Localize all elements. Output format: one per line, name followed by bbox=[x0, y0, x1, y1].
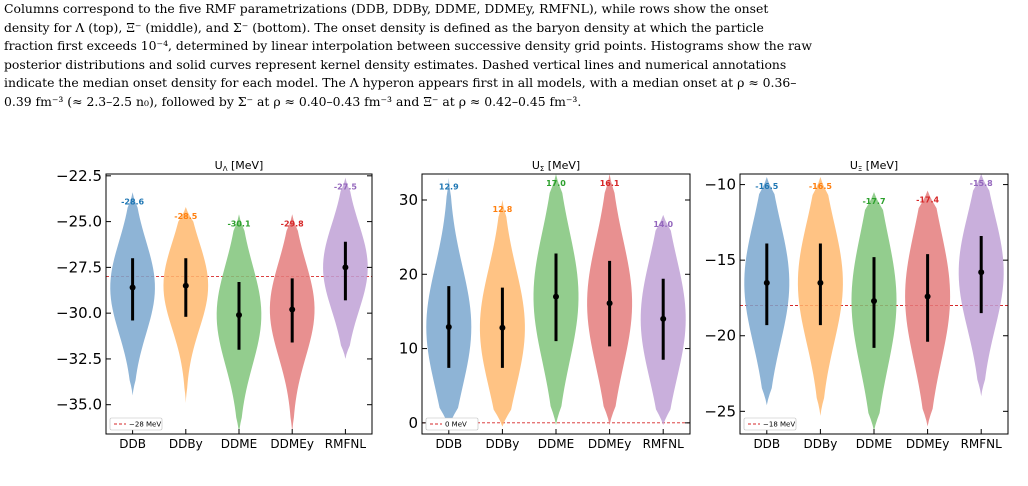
chart-title-subscript: Σ bbox=[540, 165, 544, 173]
median-label-ddb: -28.6 bbox=[121, 197, 144, 206]
y-tick-label: 10 bbox=[399, 340, 418, 358]
x-tick-label: DDME bbox=[856, 437, 892, 451]
median-point-ddmey bbox=[289, 306, 296, 313]
x-tick-label: DDME bbox=[221, 437, 257, 451]
median-label-ddmey: -29.8 bbox=[281, 219, 304, 228]
legend-label: −28 MeV bbox=[129, 421, 161, 429]
median-label-ddby: 12.8 bbox=[493, 205, 513, 214]
median-point-ddme bbox=[236, 311, 242, 318]
median-point-rmfnl bbox=[342, 264, 349, 271]
chart-title: UΛ [MeV] bbox=[215, 159, 264, 173]
median-point-ddb bbox=[445, 324, 452, 331]
median-point-ddby bbox=[817, 279, 824, 286]
chart-title-main: U bbox=[532, 159, 540, 172]
caption-line-4: posterior distributions and solid curves… bbox=[4, 56, 787, 72]
caption-line-1: Columns correspond to the five RMF param… bbox=[4, 1, 769, 16]
chart-title-subscript: Λ bbox=[223, 165, 228, 173]
legend-box bbox=[743, 417, 797, 431]
figure-caption: Columns correspond to the five RMF param… bbox=[4, 0, 1022, 112]
legend-label: 0 MeV bbox=[445, 421, 467, 429]
chart-title-main: U bbox=[215, 159, 223, 172]
x-tick-label: DDBy bbox=[169, 437, 203, 451]
caption-line-5: indicate the median onset density for ea… bbox=[4, 75, 797, 91]
median-label-ddmey: -17.4 bbox=[916, 196, 939, 205]
y-tick-label: −25 bbox=[704, 402, 736, 420]
y-tick-label: −30.0 bbox=[56, 304, 102, 322]
chart-title-unit: [MeV] bbox=[862, 159, 898, 172]
median-label-ddme: -30.1 bbox=[227, 219, 250, 228]
median-label-ddmey: 16.1 bbox=[600, 179, 620, 188]
median-point-ddby bbox=[499, 324, 506, 331]
y-tick-label: −32.5 bbox=[56, 350, 102, 368]
x-tick-label: DDMEy bbox=[906, 437, 950, 451]
x-tick-label: RMFNL bbox=[961, 437, 1003, 451]
legend-box bbox=[109, 417, 163, 431]
chart-title: UΞ [MeV] bbox=[850, 159, 898, 173]
median-point-rmfnl bbox=[660, 315, 667, 322]
x-tick-label: DDB bbox=[119, 437, 146, 451]
y-tick-label: −25.0 bbox=[56, 213, 102, 231]
violin-panel-xi: UΞ [MeV] -16.5 -16.5 -17.7 -17.4 -15.8 −25 −20 −… bbox=[688, 152, 1026, 472]
chart-title-unit: [MeV] bbox=[227, 159, 263, 172]
chart-title-main: U bbox=[850, 159, 858, 172]
median-label-rmfnl: -15.8 bbox=[970, 179, 993, 188]
legend-box bbox=[425, 417, 479, 431]
y-tick-label: 30 bbox=[399, 191, 418, 209]
median-point-ddmey bbox=[606, 300, 613, 307]
median-label-ddme: 17.0 bbox=[546, 179, 566, 188]
median-label-ddby: -16.5 bbox=[809, 182, 832, 191]
x-tick-label: DDBy bbox=[485, 437, 519, 451]
median-point-ddme bbox=[871, 297, 877, 304]
median-label-ddb: -16.5 bbox=[755, 182, 778, 191]
x-tick-label: DDMEy bbox=[588, 437, 632, 451]
violin-panel-sigma: UΣ [MeV] 12.9 12.8 17.0 16.1 14.0 0 10 20 30 DDB DD… bbox=[370, 152, 708, 472]
median-label-rmfnl: -27.5 bbox=[334, 183, 357, 192]
median-point-ddb bbox=[129, 284, 136, 291]
legend-label: −18 MeV bbox=[763, 421, 795, 429]
y-tick-label: 0 bbox=[408, 414, 418, 432]
median-point-ddmey bbox=[924, 293, 931, 300]
median-point-ddb bbox=[763, 279, 770, 286]
chart-title: UΣ [MeV] bbox=[532, 159, 580, 173]
median-label-rmfnl: 14.0 bbox=[653, 220, 673, 229]
x-tick-label: RMFNL bbox=[325, 437, 367, 451]
x-tick-label: RMFNL bbox=[643, 437, 685, 451]
x-tick-label: DDMEy bbox=[270, 437, 314, 451]
x-tick-label: DDME bbox=[538, 437, 574, 451]
y-tick-label: 20 bbox=[399, 265, 418, 283]
y-tick-label: −35.0 bbox=[56, 396, 102, 414]
y-tick-label: −20 bbox=[704, 327, 736, 345]
caption-line-2: density for Λ (top), Ξ⁻ (middle), and Σ⁻… bbox=[4, 19, 764, 35]
y-tick-label: −27.5 bbox=[56, 258, 102, 276]
violin-chart-sigma: UΣ [MeV] 12.9 12.8 17.0 16.1 14.0 0 10 20 30 DDB DD… bbox=[399, 159, 691, 451]
caption-line-6: 0.39 fm⁻³ (≈ 2.3–2.5 n₀), followed by Σ⁻… bbox=[4, 93, 582, 109]
y-tick-label: −22.5 bbox=[56, 167, 102, 185]
violin-chart-xi: UΞ [MeV] -16.5 -16.5 -17.7 -17.4 -15.8 −25 −20 −… bbox=[704, 159, 1009, 451]
y-tick-label: −15 bbox=[704, 251, 736, 269]
chart-title-unit: [MeV] bbox=[544, 159, 580, 172]
y-tick-label: −10 bbox=[704, 176, 736, 194]
x-tick-label: DDB bbox=[435, 437, 462, 451]
chart-title-subscript: Ξ bbox=[858, 165, 862, 173]
median-point-rmfnl bbox=[978, 269, 985, 276]
x-tick-label: DDBy bbox=[803, 437, 837, 451]
violin-panel-lambda: UΛ [MeV] -28.6 -28.5 -30.1 -29.8 -27.5 −35.0 −3… bbox=[38, 152, 376, 472]
caption-line-3: fraction first exceeds 10⁻⁴, determined … bbox=[4, 38, 812, 54]
median-label-ddme: -17.7 bbox=[862, 197, 885, 206]
median-point-ddby bbox=[182, 282, 189, 289]
median-point-ddme bbox=[553, 293, 559, 300]
median-label-ddb: 12.9 bbox=[439, 183, 459, 192]
violin-chart-lambda: UΛ [MeV] -28.6 -28.5 -30.1 -29.8 -27.5 −35.0 −3… bbox=[56, 159, 373, 451]
median-label-ddby: -28.5 bbox=[174, 212, 197, 221]
x-tick-label: DDB bbox=[753, 437, 780, 451]
